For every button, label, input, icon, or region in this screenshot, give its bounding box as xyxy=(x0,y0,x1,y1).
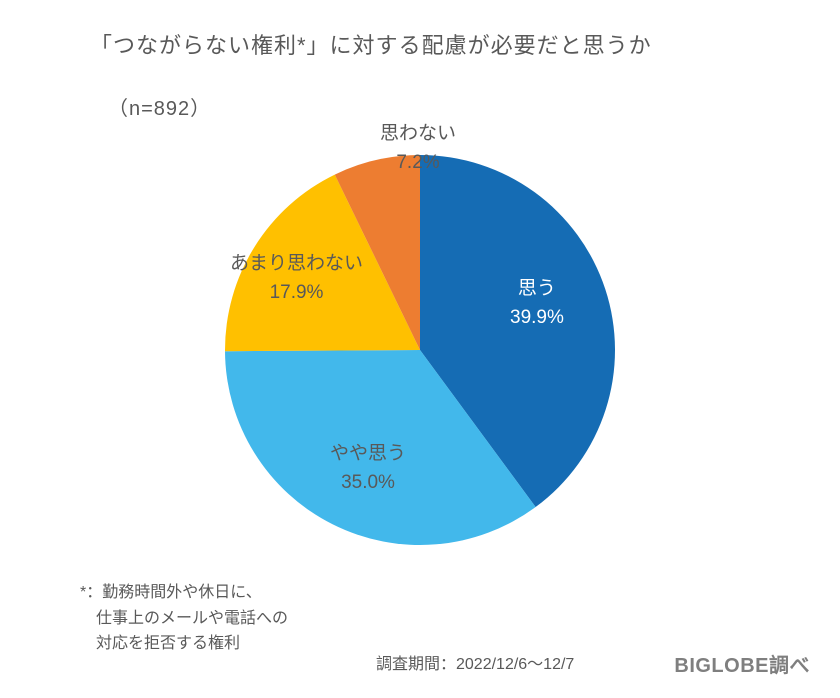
pie-svg xyxy=(170,120,670,560)
footnote-line: *：勤務時間外や休日に、 xyxy=(80,580,288,606)
footnote: *：勤務時間外や休日に、 仕事上のメールや電話への 対応を拒否する権利 xyxy=(80,580,288,657)
sample-size: （n=892） xyxy=(108,92,211,121)
source-credit: BIGLOBE調べ xyxy=(674,649,810,678)
footnote-line: 対応を拒否する権利 xyxy=(80,631,288,657)
survey-period: 調査期間：2022/12/6～12/7 xyxy=(376,650,574,674)
chart-title: 「つながらない権利*」に対する配慮が必要だと思うか xyxy=(90,28,652,60)
pie-chart: 思う39.9%やや思う35.0%あまり思わない17.9%思わない7.2% xyxy=(170,120,670,560)
footnote-line: 仕事上のメールや電話への xyxy=(80,606,288,632)
